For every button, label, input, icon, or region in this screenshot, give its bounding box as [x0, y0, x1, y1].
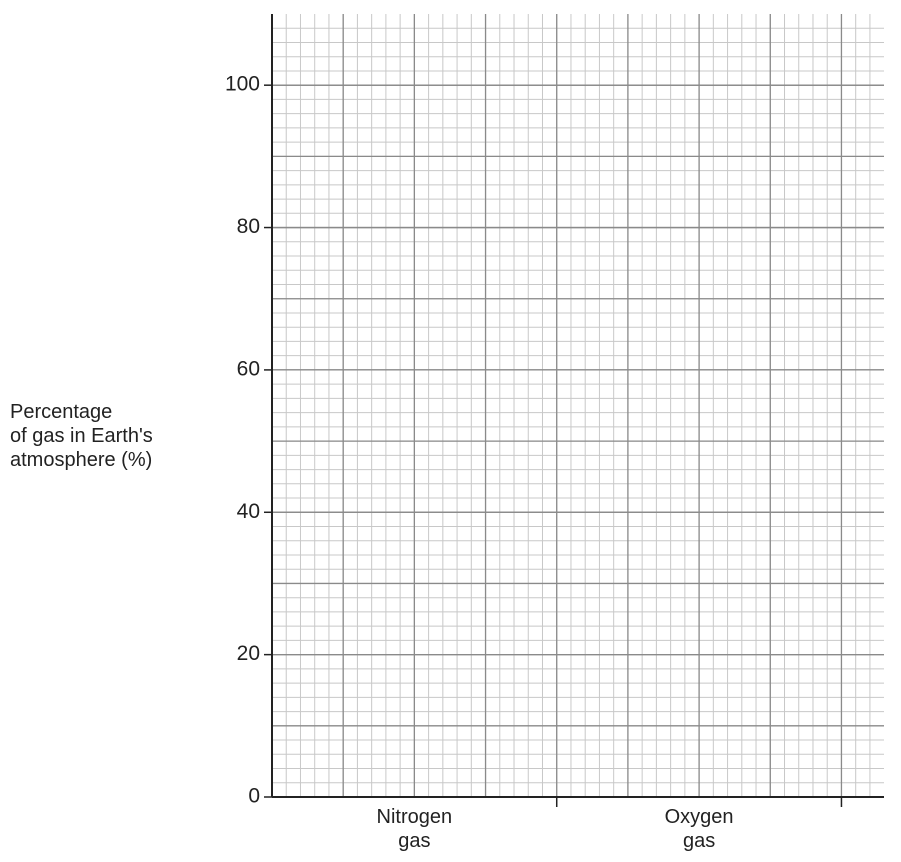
y-axis-label: Percentage of gas in Earth's atmosphere … [10, 401, 153, 471]
y-tick-label: 20 [237, 642, 260, 665]
y-tick-label: 60 [237, 357, 260, 380]
y-tick-label: 80 [237, 215, 260, 238]
x-tick-label: Oxygen gas [664, 806, 734, 852]
y-tick-label: 100 [225, 73, 260, 96]
x-tick-label: Nitrogen gas [376, 806, 453, 852]
y-tick-label: 0 [248, 785, 260, 808]
y-tick-label: 40 [237, 500, 260, 523]
